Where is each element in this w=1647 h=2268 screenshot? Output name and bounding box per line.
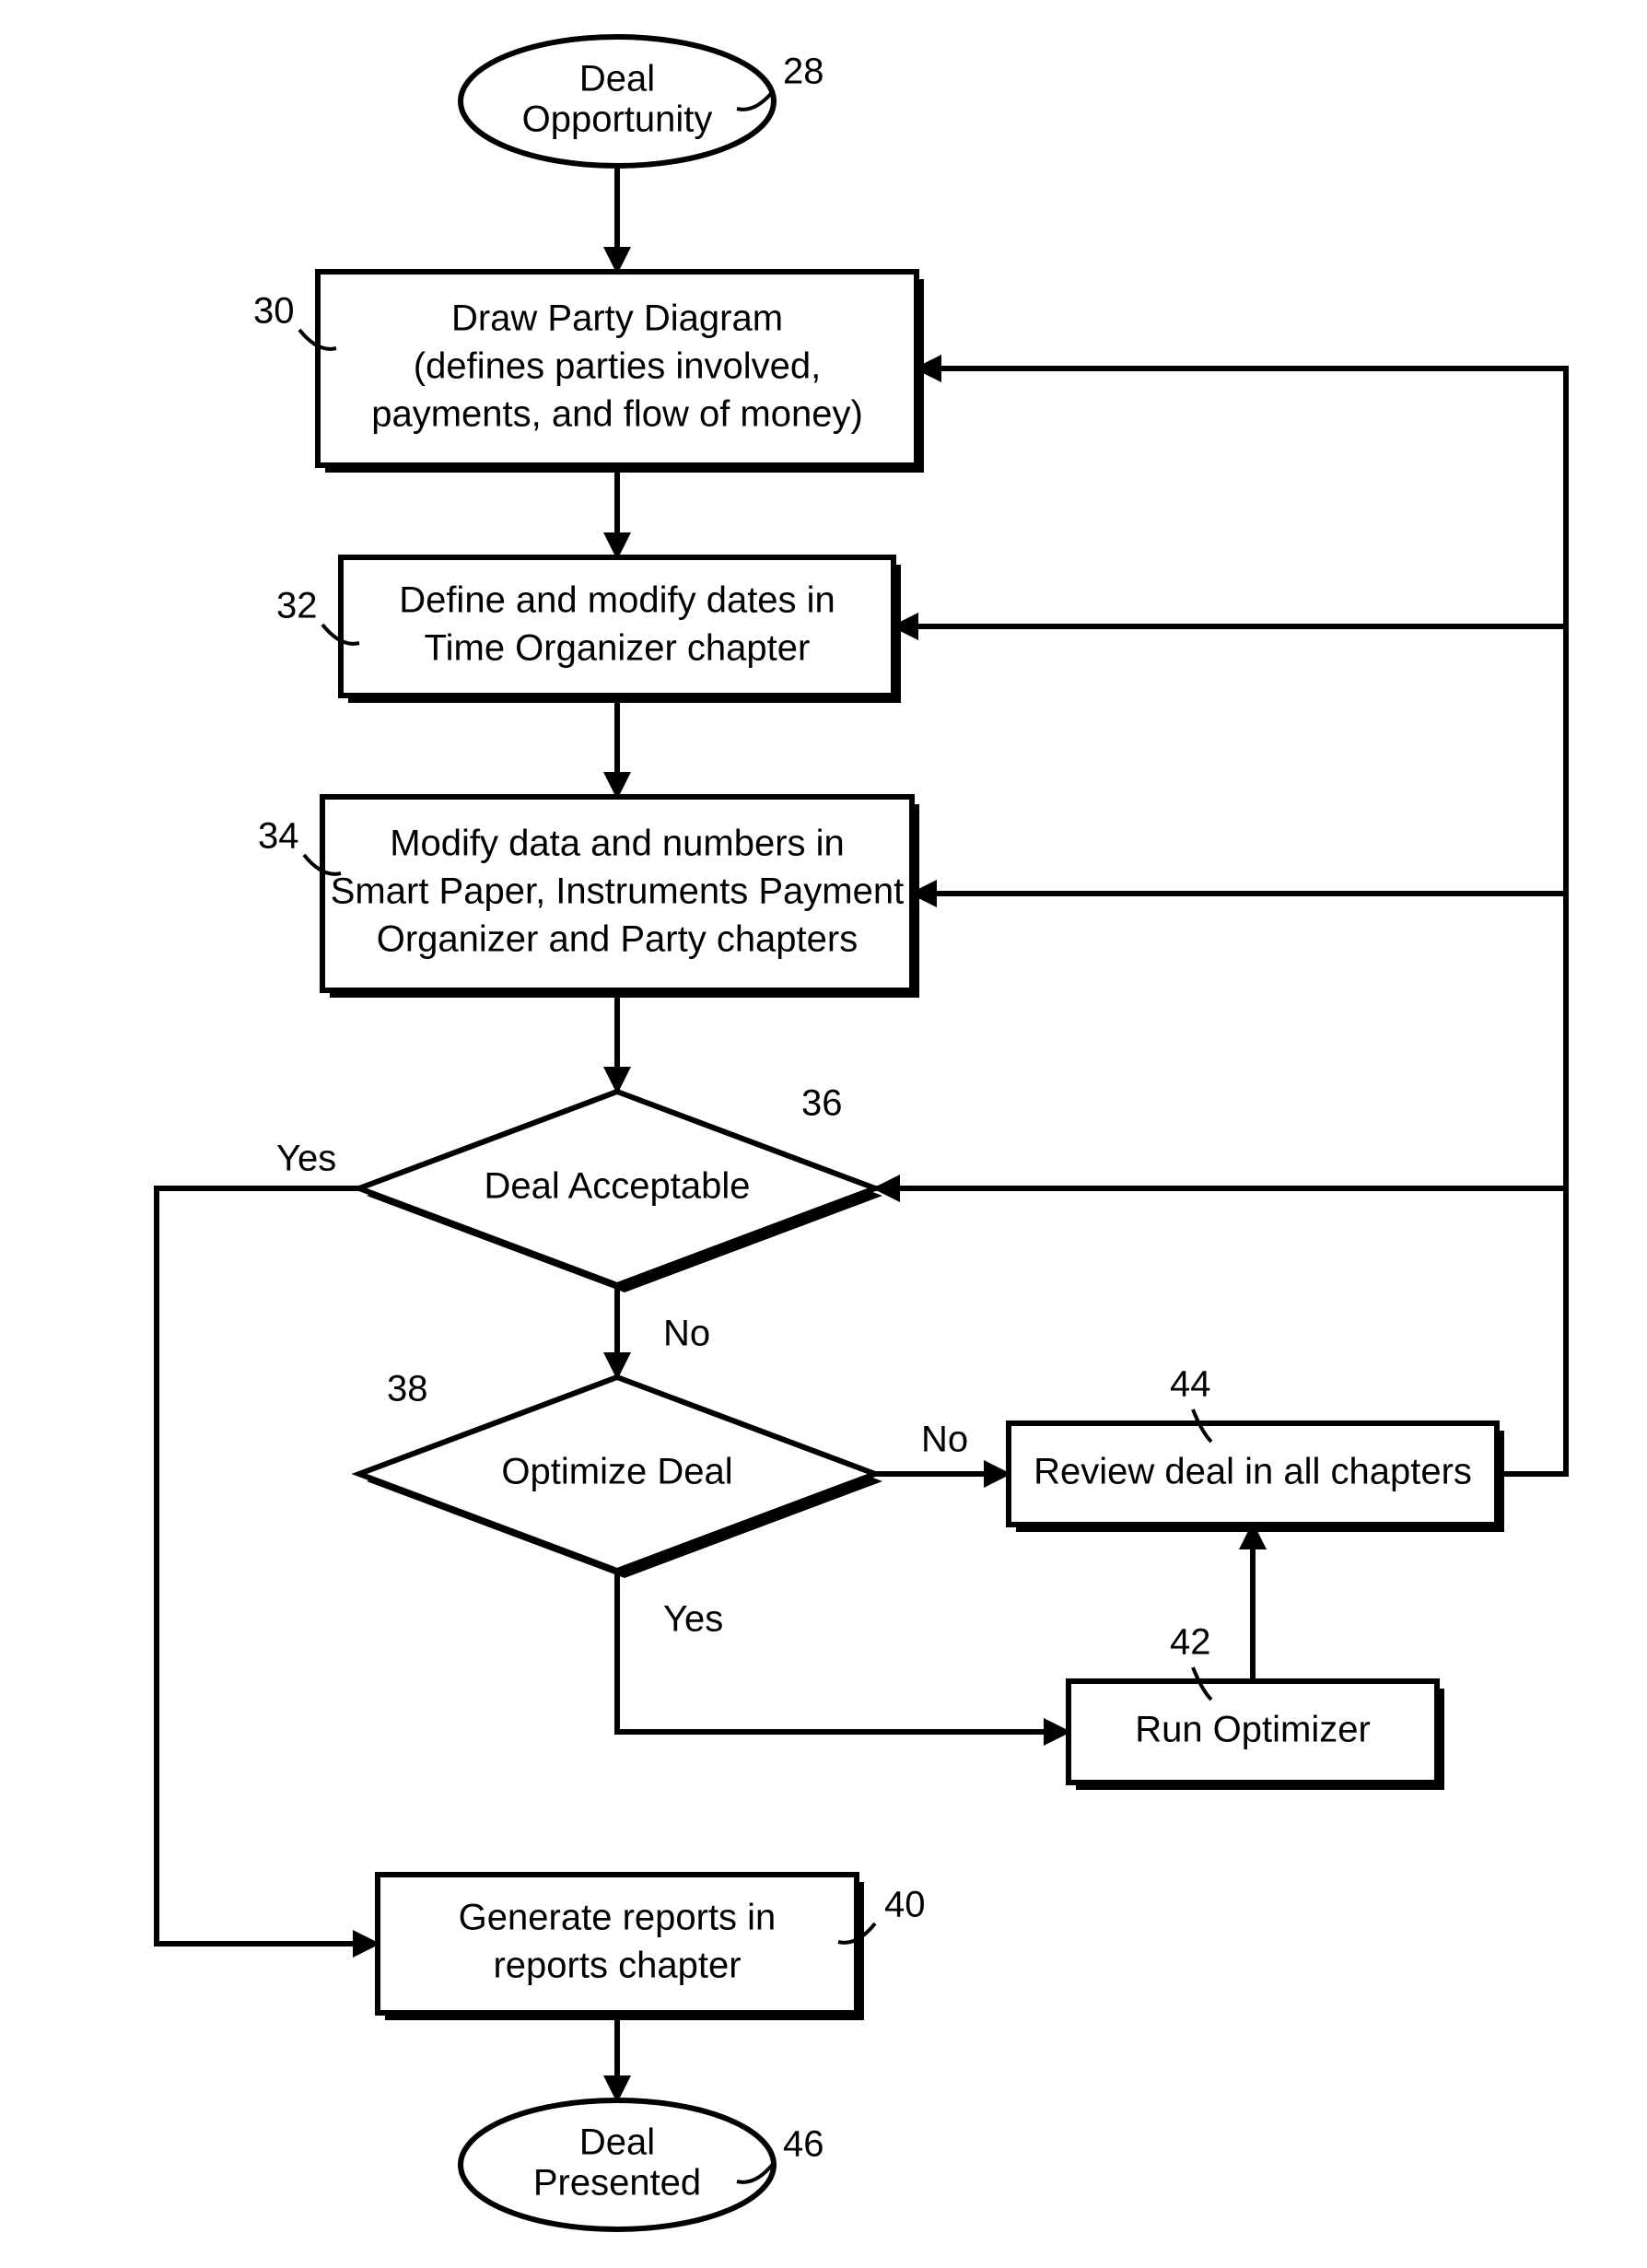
node-text: Organizer and Party chapters	[377, 919, 858, 960]
node-text: Deal	[579, 59, 655, 99]
ref-label: 38	[387, 1369, 428, 1409]
node-text: Time Organizer chapter	[425, 628, 811, 669]
ref-label: 30	[253, 291, 295, 332]
ref-label: 42	[1170, 1622, 1211, 1663]
node-start: DealOpportunity 28	[461, 37, 824, 166]
node-text: Smart Paper, Instruments Payment	[331, 871, 904, 912]
node-text: Opportunity	[522, 99, 713, 140]
node-text: Deal	[579, 2122, 655, 2163]
edge-label: Yes	[276, 1139, 336, 1179]
node-text: (defines parties involved,	[414, 346, 821, 387]
node-d36: Deal Acceptable 36	[359, 1083, 882, 1292]
node-d38: Optimize Deal 38	[359, 1369, 882, 1578]
node-text: reports chapter	[493, 1946, 741, 1986]
node-n42: Run Optimizer 42	[1069, 1622, 1444, 1790]
ref-label: 32	[276, 586, 318, 626]
ref-label: 28	[783, 52, 824, 92]
node-text: Deal Acceptable	[484, 1166, 750, 1207]
edge-label: No	[663, 1314, 710, 1354]
node-end: DealPresented 46	[461, 2100, 824, 2229]
node-text: Review deal in all chapters	[1034, 1452, 1472, 1492]
node-text: payments, and flow of money)	[371, 394, 863, 435]
node-n34: Modify data and numbers in Smart Paper, I…	[258, 797, 919, 998]
node-text: Draw Party Diagram	[451, 298, 783, 339]
node-n30: Draw Party Diagram (defines parties invol…	[253, 272, 924, 473]
ref-label: 46	[783, 2124, 824, 2165]
edge-6: No	[875, 1420, 1009, 1474]
edge-5: Yes	[157, 1139, 378, 1944]
node-text: Generate reports in	[459, 1898, 777, 1938]
ref-label: 40	[884, 1885, 926, 1925]
ref-label: 36	[801, 1083, 843, 1124]
edge-label: No	[921, 1420, 968, 1460]
edge-9	[917, 368, 1566, 1474]
node-text: Run Optimizer	[1135, 1710, 1371, 1750]
node-n32: Define and modify dates in Time Organizer…	[276, 557, 901, 703]
node-text: Modify data and numbers in	[390, 824, 845, 864]
ref-label: 44	[1170, 1364, 1211, 1405]
node-text: Presented	[533, 2163, 701, 2204]
edge-7: Yes	[617, 1571, 1069, 1732]
node-text: Optimize Deal	[501, 1452, 732, 1492]
ref-label: 34	[258, 816, 299, 857]
node-n40: Generate reports in reports chapter 40	[378, 1875, 926, 2020]
node-n44: Review deal in all chapters 44	[1009, 1364, 1504, 1532]
node-text: Define and modify dates in	[399, 580, 835, 621]
edge-4: No	[617, 1285, 710, 1377]
edge-label: Yes	[663, 1599, 723, 1640]
